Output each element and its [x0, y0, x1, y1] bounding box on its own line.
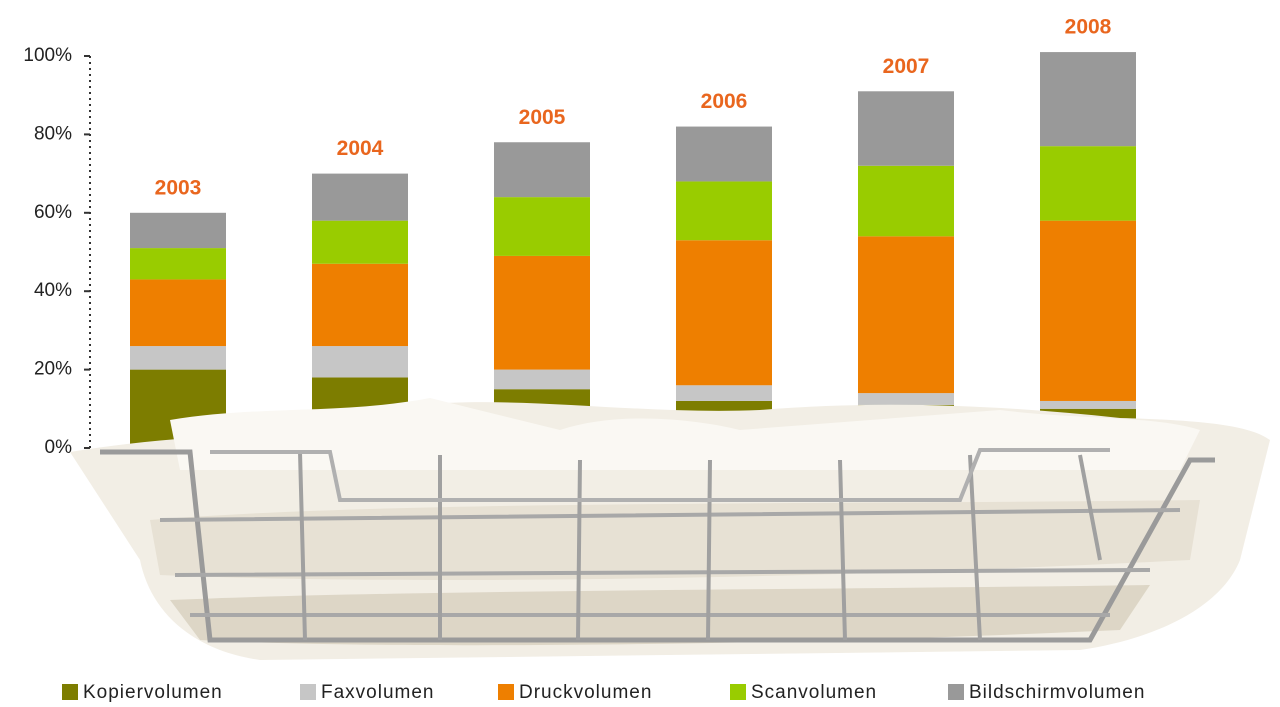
bar-segment — [1040, 146, 1136, 221]
legend-label: Kopiervolumen — [83, 682, 223, 703]
bar-segment — [676, 385, 772, 401]
bar-segment — [676, 181, 772, 241]
legend-swatch — [730, 684, 746, 700]
legend-label: Bildschirmvolumen — [969, 682, 1145, 703]
category-label: 2008 — [1065, 16, 1112, 39]
legend: Kopiervolumen Faxvolumen Druckvolumen Scanv… — [62, 682, 1145, 703]
bar-segment — [312, 173, 408, 221]
category-label: 2003 — [155, 176, 202, 199]
bar-segment — [858, 165, 954, 237]
legend-label: Scanvolumen — [751, 682, 877, 703]
bar-segment — [130, 212, 226, 249]
bar-segment — [1040, 400, 1136, 409]
bar-segment — [130, 248, 226, 280]
category-label: 2005 — [519, 106, 566, 129]
y-tick-label: 20% — [34, 359, 72, 380]
legend-label: Faxvolumen — [321, 682, 435, 703]
bar-segment — [858, 393, 954, 405]
bar-segment — [676, 126, 772, 182]
bar-segment — [130, 279, 226, 347]
legend-swatch — [62, 684, 78, 700]
category-label: 2006 — [701, 90, 748, 113]
basket-illustration — [70, 398, 1270, 660]
bars: 2003 2004 2005 2006 2007 2008 — [130, 16, 1136, 448]
bar-segment — [494, 197, 590, 256]
legend-swatch — [948, 684, 964, 700]
bar-segment — [858, 91, 954, 166]
y-tick-label: 80% — [34, 123, 72, 144]
bar-segment — [312, 220, 408, 264]
bar-segment — [494, 142, 590, 198]
y-tick-label: 100% — [23, 45, 72, 66]
category-label: 2007 — [883, 55, 930, 78]
legend-swatch — [498, 684, 514, 700]
bar-segment — [494, 255, 590, 370]
y-tick-label: 60% — [34, 202, 72, 223]
bar-segment — [858, 236, 954, 394]
legend-label: Druckvolumen — [519, 682, 652, 703]
bar-segment — [130, 346, 226, 370]
y-tick-label: 40% — [34, 280, 72, 301]
bar-segment — [312, 263, 408, 347]
bar-segment — [676, 240, 772, 386]
bar-segment — [1040, 220, 1136, 401]
y-tick-label: 0% — [45, 437, 73, 458]
category-label: 2004 — [337, 137, 384, 160]
bar-segment — [312, 346, 408, 378]
bar-segment — [494, 369, 590, 390]
bar-segment — [1040, 52, 1136, 147]
legend-swatch — [300, 684, 316, 700]
